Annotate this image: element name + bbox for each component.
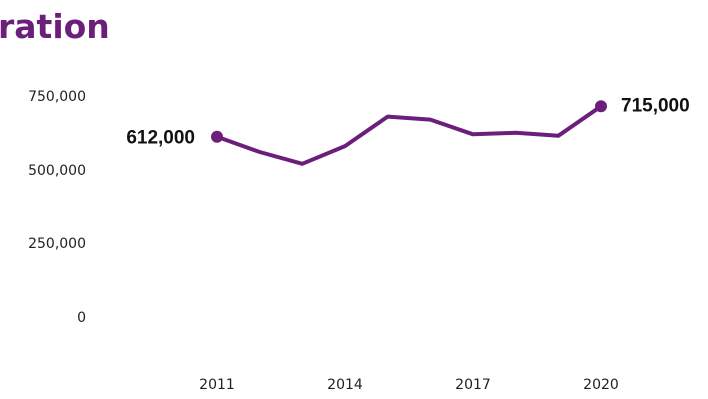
y-axis-ticks: 750,000 500,000 250,000 0 — [28, 89, 86, 326]
y-tick-label: 0 — [77, 310, 86, 326]
series-layer — [211, 100, 607, 166]
chart-title: ration — [0, 7, 110, 46]
x-tick-label: 2020 — [583, 377, 619, 393]
y-tick-label: 500,000 — [28, 163, 86, 179]
data-label-start: 612,000 — [126, 128, 195, 149]
y-tick-label: 250,000 — [28, 236, 86, 252]
y-tick-label: 750,000 — [28, 89, 86, 105]
data-point-end — [595, 100, 607, 113]
data-label-end: 715,000 — [621, 95, 690, 116]
series-line — [215, 104, 603, 166]
x-axis-ticks: 2011 2014 2017 2020 — [199, 377, 619, 393]
data-point-start — [211, 130, 223, 143]
x-tick-label: 2017 — [455, 377, 491, 393]
x-tick-label: 2011 — [199, 377, 235, 393]
x-tick-label: 2014 — [327, 377, 363, 393]
